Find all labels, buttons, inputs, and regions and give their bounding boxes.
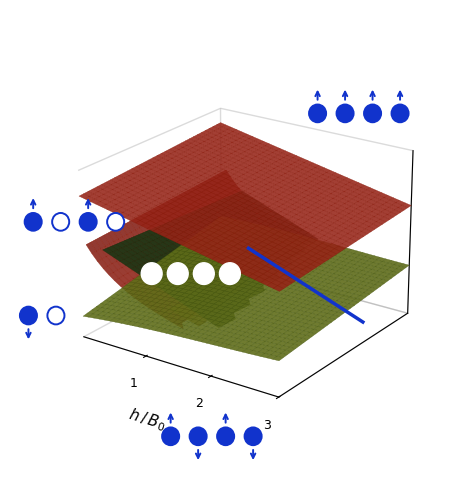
X-axis label: $h\,/\,B_0$: $h\,/\,B_0$ (127, 405, 169, 434)
